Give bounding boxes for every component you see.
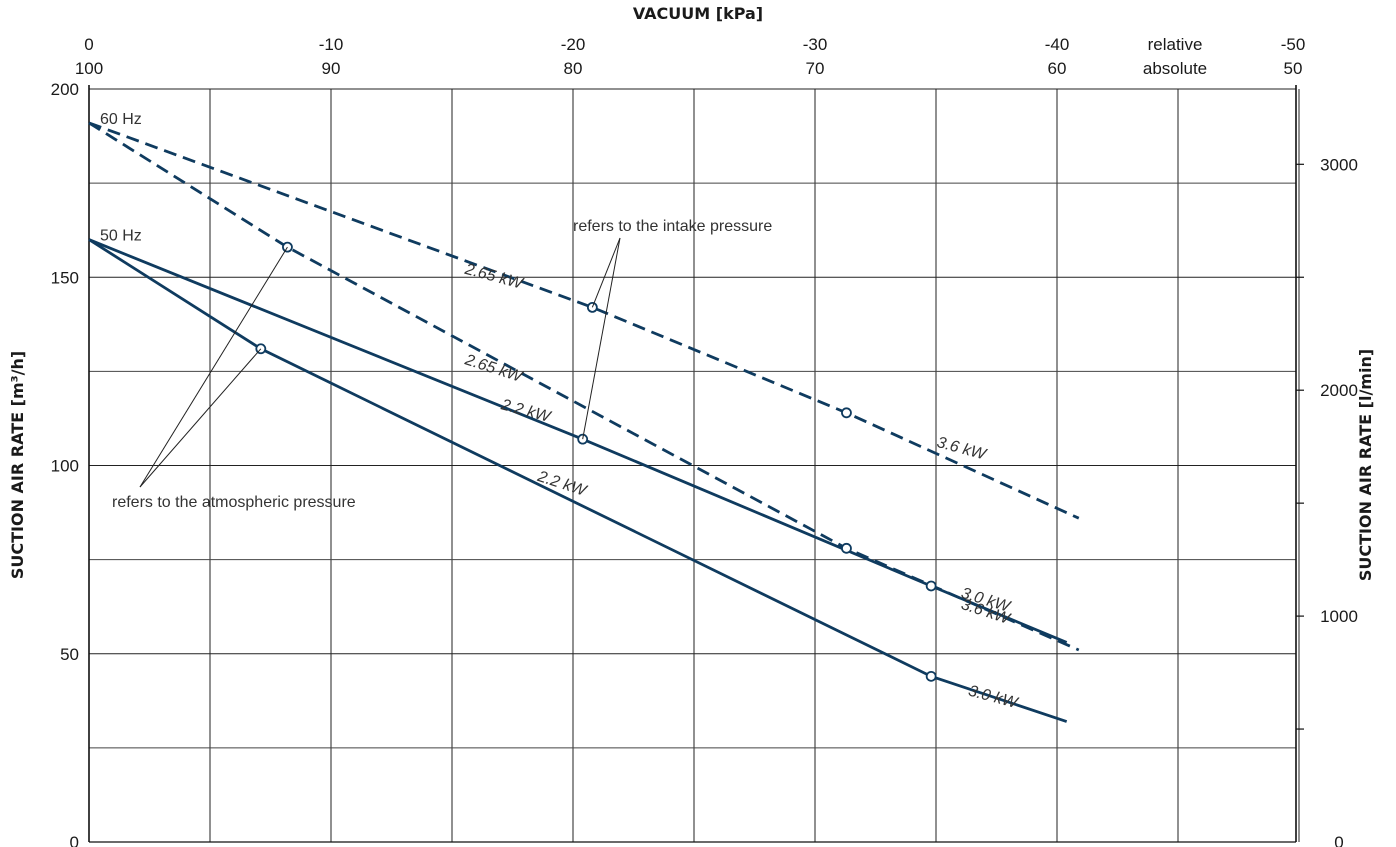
- power-label: 3.6 kW: [935, 434, 989, 464]
- annotation-leader-line: [591, 237, 621, 308]
- x-axis-name-relative: relative: [1148, 35, 1203, 54]
- power-label: 2.65 kW: [462, 351, 526, 386]
- y-tick-label-right: 3000: [1320, 155, 1358, 174]
- y-tick-label-left: 50: [60, 645, 79, 664]
- y-tick-label-right: 2000: [1320, 381, 1358, 400]
- x-tick-label-absolute: 70: [806, 59, 825, 78]
- plot-frame: [88, 85, 1304, 843]
- series-line: [88, 238, 1068, 723]
- x-axis-name-absolute: absolute: [1143, 59, 1207, 78]
- x-tick-label-relative: -50: [1281, 35, 1306, 54]
- y-tick-label-right: 1000: [1320, 607, 1358, 626]
- series-line: [88, 238, 1068, 644]
- x-tick-label-absolute: 90: [322, 59, 341, 78]
- y-tick-label-left: 100: [51, 457, 79, 476]
- tick-labels: 0 -10 -20 -30 -40 -50 100 90 80 70 60 50 0 50 100 150 20…: [51, 35, 1358, 847]
- y-axis-right-label: SUCTION AIR RATE [l/min]: [1356, 349, 1375, 581]
- frequency-label: 60 Hz: [100, 111, 142, 128]
- x-tick-label-relative: -30: [803, 35, 828, 54]
- x-tick-label-relative: -20: [561, 35, 586, 54]
- series-line: [88, 121, 1080, 652]
- y-tick-label-left: 0: [70, 833, 79, 847]
- series-marker: [841, 407, 852, 419]
- frequency-label: 50 Hz: [100, 228, 142, 245]
- grid-lines: [88, 88, 1300, 843]
- series-line: [88, 121, 1080, 520]
- annotation-atmospheric-text: refers to the atmospheric pressure: [112, 494, 356, 511]
- chart-title: VACUUM [kPa]: [633, 4, 763, 23]
- power-label: 2.2 kW: [498, 396, 553, 426]
- y-tick-label-left: 200: [51, 80, 79, 99]
- y-tick-label-left: 150: [51, 268, 79, 287]
- series-marker: [925, 670, 937, 682]
- annotation-intake-text: refers to the intake pressure: [573, 218, 772, 235]
- x-tick-label-relative: -40: [1045, 35, 1070, 54]
- y-axis-left-label: SUCTION AIR RATE [m³/h]: [8, 351, 27, 579]
- power-label: 3.0 kW: [966, 683, 1020, 713]
- y-tick-label-right: 0: [1334, 833, 1343, 847]
- annotation-leader-line: [139, 348, 262, 488]
- series-marker: [841, 542, 852, 554]
- x-tick-label-absolute: 100: [75, 59, 103, 78]
- annotation-leader-line: [582, 237, 621, 440]
- x-tick-label-relative: -10: [319, 35, 344, 54]
- x-tick-label-absolute: 60: [1048, 59, 1067, 78]
- annotation-layer: [139, 237, 621, 488]
- x-tick-label-relative: 0: [84, 35, 93, 54]
- series-marker: [925, 580, 937, 592]
- x-tick-label-absolute: 50: [1284, 59, 1303, 78]
- series-layer: [88, 121, 1080, 723]
- annotation-leader-line: [139, 246, 288, 488]
- x-tick-label-absolute: 80: [564, 59, 583, 78]
- power-label: 2.65 kW: [462, 261, 526, 293]
